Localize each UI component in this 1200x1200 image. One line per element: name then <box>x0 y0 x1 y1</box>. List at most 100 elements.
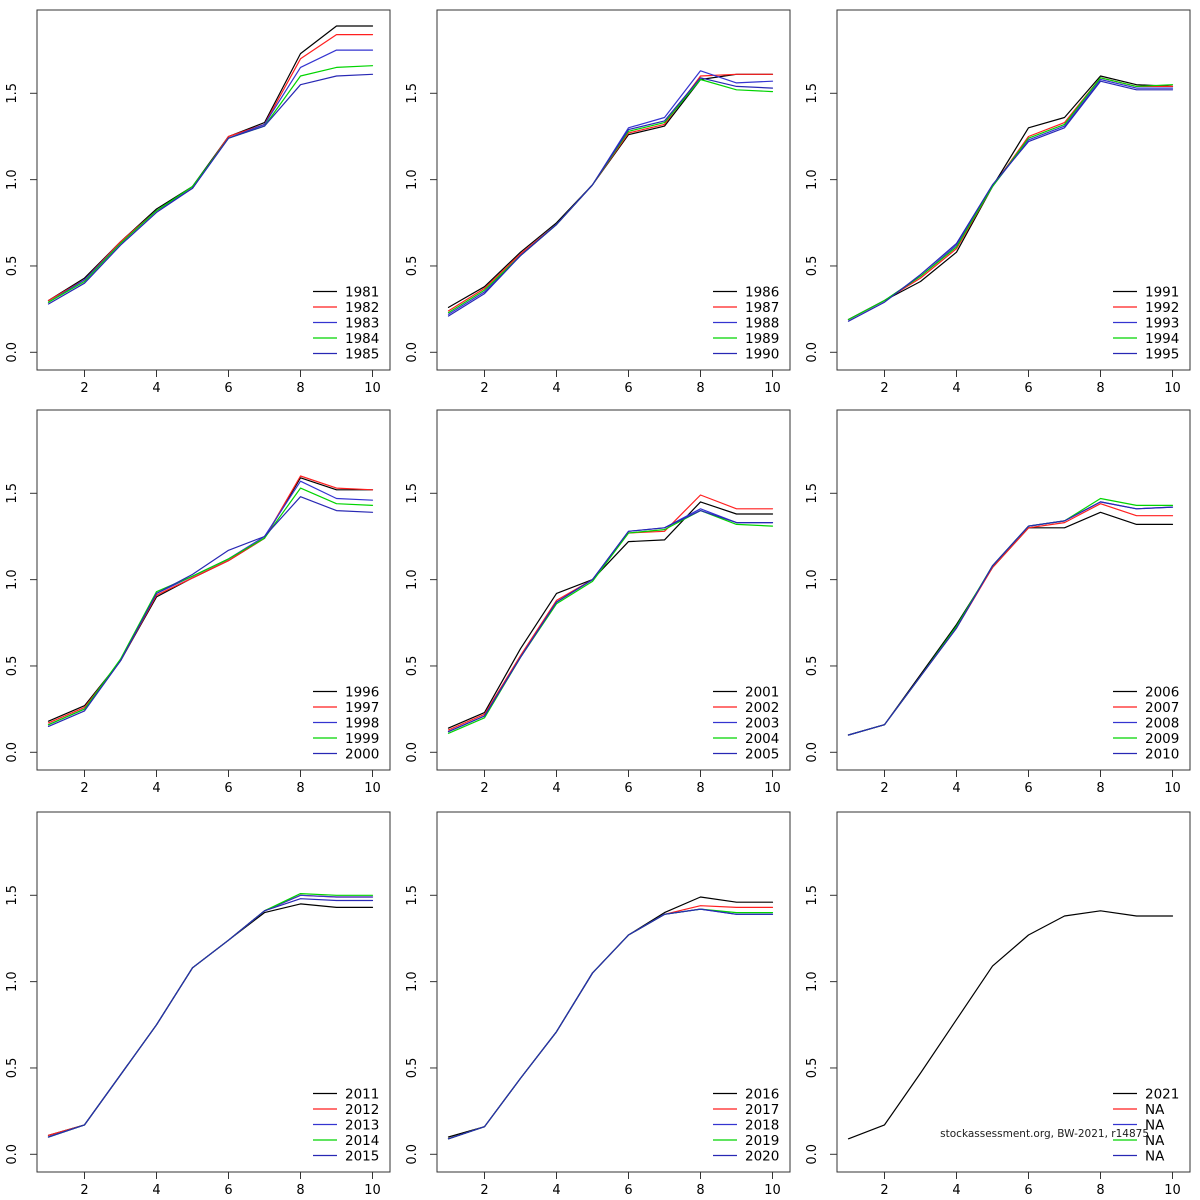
legend-label-1997: 1997 <box>345 700 379 716</box>
legend-label-NA: NA <box>1145 1133 1165 1149</box>
y-tick-label: 0.5 <box>805 256 820 277</box>
legend-label-1981: 1981 <box>345 284 379 300</box>
y-tick-label: 0.5 <box>405 656 420 677</box>
legend-label-2003: 2003 <box>745 715 779 731</box>
x-tick-label: 2 <box>480 781 488 796</box>
legend-label-2010: 2010 <box>1145 746 1179 762</box>
y-tick-label: 0.0 <box>5 742 20 763</box>
legend-label-2018: 2018 <box>745 1117 779 1133</box>
series-line-2017 <box>447 905 774 1140</box>
y-tick-label: 1.0 <box>5 569 20 590</box>
series-line-1992 <box>847 77 1174 321</box>
series-line-2021 <box>847 910 1174 1140</box>
y-tick-label: 1.0 <box>405 569 420 590</box>
legend-label-1991: 1991 <box>1145 284 1179 300</box>
legend-label-2011: 2011 <box>345 1086 379 1102</box>
plot-border <box>436 811 791 1173</box>
series-line-2012 <box>47 894 374 1136</box>
y-tick-label: 1.5 <box>405 83 420 104</box>
x-tick-label: 4 <box>152 781 160 796</box>
x-tick-label: 8 <box>1096 381 1104 396</box>
y-tick-label: 1.0 <box>805 569 820 590</box>
plot-border <box>36 9 391 371</box>
x-tick-label: 10 <box>1164 381 1181 396</box>
series-line-2019 <box>447 908 774 1140</box>
legend-label-2009: 2009 <box>1145 731 1179 747</box>
y-tick-label: 1.5 <box>5 483 20 504</box>
legend-label-1983: 1983 <box>345 315 379 331</box>
legend-label-1989: 1989 <box>745 331 779 347</box>
x-tick-label: 8 <box>1096 781 1104 796</box>
x-tick-label: 4 <box>952 781 960 796</box>
y-tick-label: 1.0 <box>405 971 420 992</box>
y-tick-label: 0.5 <box>5 656 20 677</box>
legend-label-1996: 1996 <box>345 684 379 700</box>
x-tick-label: 10 <box>764 781 781 796</box>
series-line-1985 <box>47 73 374 305</box>
y-tick-label: 1.0 <box>405 169 420 190</box>
series-line-1989 <box>447 78 774 314</box>
series-line-2007 <box>847 503 1174 736</box>
legend-label-1984: 1984 <box>345 331 379 347</box>
legend-label-2014: 2014 <box>345 1133 379 1149</box>
x-tick-label: 8 <box>1096 1183 1104 1198</box>
y-tick-label: 1.5 <box>805 83 820 104</box>
x-tick-label: 10 <box>764 381 781 396</box>
legend-label-1990: 1990 <box>745 346 779 362</box>
y-tick-label: 0.0 <box>405 342 420 363</box>
y-tick-label: 1.5 <box>805 885 820 906</box>
legend-label-2021: 2021 <box>1145 1086 1179 1102</box>
x-tick-label: 4 <box>552 1183 560 1198</box>
x-tick-label: 10 <box>1164 781 1181 796</box>
series-line-1996 <box>47 477 374 722</box>
x-tick-label: 4 <box>152 381 160 396</box>
y-tick-label: 0.0 <box>5 1144 20 1165</box>
series-line-1998 <box>47 480 374 726</box>
x-tick-label: 10 <box>364 781 381 796</box>
legend-label-2007: 2007 <box>1145 700 1179 716</box>
y-tick-label: 1.5 <box>405 483 420 504</box>
legend-label-NA: NA <box>1145 1117 1165 1133</box>
legend-label-2017: 2017 <box>745 1102 779 1118</box>
x-tick-label: 10 <box>1164 1183 1181 1198</box>
legend-label-2006: 2006 <box>1145 684 1179 700</box>
x-tick-label: 6 <box>624 781 632 796</box>
x-tick-label: 4 <box>552 781 560 796</box>
x-tick-label: 6 <box>1024 781 1032 796</box>
series-line-1990 <box>447 77 774 317</box>
y-tick-label: 0.5 <box>5 1058 20 1079</box>
legend-label-2012: 2012 <box>345 1102 379 1118</box>
series-line-1995 <box>847 80 1174 322</box>
series-line-2013 <box>47 894 374 1138</box>
series-line-1999 <box>47 487 374 726</box>
y-tick-label: 1.0 <box>5 169 20 190</box>
y-tick-label: 0.0 <box>805 742 820 763</box>
y-tick-label: 1.0 <box>805 971 820 992</box>
y-tick-label: 1.5 <box>805 483 820 504</box>
series-line-2018 <box>447 908 774 1140</box>
x-tick-label: 4 <box>952 1183 960 1198</box>
x-tick-label: 8 <box>296 381 304 396</box>
y-tick-label: 0.5 <box>405 256 420 277</box>
legend-label-2000: 2000 <box>345 746 379 762</box>
y-tick-label: 1.5 <box>5 885 20 906</box>
legend-label-2019: 2019 <box>745 1133 779 1149</box>
x-tick-label: 2 <box>480 1183 488 1198</box>
x-tick-label: 6 <box>624 1183 632 1198</box>
x-tick-label: 6 <box>624 381 632 396</box>
y-tick-label: 0.5 <box>405 1058 420 1079</box>
legend-label-2016: 2016 <box>745 1086 779 1102</box>
legend-label-1999: 1999 <box>345 731 379 747</box>
x-tick-label: 6 <box>1024 381 1032 396</box>
plot-border <box>436 9 791 371</box>
series-line-2020 <box>447 908 774 1140</box>
series-line-2005 <box>447 510 774 733</box>
